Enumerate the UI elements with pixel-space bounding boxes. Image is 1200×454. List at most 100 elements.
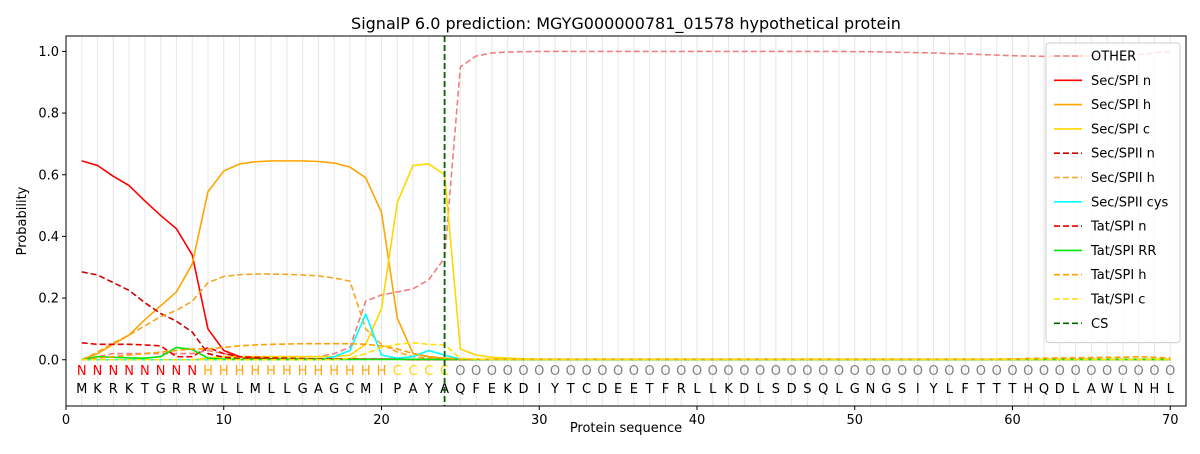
y-axis-label: Probability	[15, 186, 30, 255]
residue-letter: L	[1167, 382, 1175, 397]
region-label: O	[1023, 364, 1033, 379]
region-label: O	[739, 364, 749, 379]
residue-letter: H	[1023, 382, 1033, 397]
region-label: H	[235, 364, 245, 379]
legend-label: Tat/SPI h	[1090, 268, 1147, 283]
region-label: N	[93, 364, 103, 379]
region-label: O	[550, 364, 560, 379]
region-label: O	[613, 364, 623, 379]
x-tick-label: 60	[1004, 413, 1021, 428]
region-label: H	[314, 364, 324, 379]
chart-title: SignalP 6.0 prediction: MGYG000000781_01…	[351, 14, 901, 34]
region-label: O	[818, 364, 828, 379]
residue-letter: Y	[550, 382, 559, 397]
residue-letter: Q	[818, 382, 828, 397]
legend-label: OTHER	[1091, 50, 1136, 65]
residue-letter: W	[202, 382, 215, 397]
residue-letter: T	[645, 382, 654, 397]
region-label: H	[329, 364, 339, 379]
residue-letter: R	[109, 382, 118, 397]
residue-letter: L	[236, 382, 244, 397]
y-tick-label: 0.2	[38, 292, 59, 307]
residue-letter: K	[93, 382, 102, 397]
residue-letter: K	[503, 382, 512, 397]
residue-letter: M	[250, 382, 261, 397]
legend: OTHER Sec/SPI n Sec/SPI h Sec/SPI c Sec/SPII…	[1045, 42, 1181, 344]
residue-letter: D	[739, 382, 749, 397]
x-tick-label: 30	[531, 413, 548, 428]
legend-label: Sec/SPI c	[1091, 122, 1150, 137]
legend-label: Tat/SPI n	[1090, 220, 1147, 235]
region-label: O	[928, 364, 938, 379]
region-label: H	[266, 364, 276, 379]
residue-letter: L	[946, 382, 954, 397]
residue-letter: L	[1072, 382, 1080, 397]
region-label: O	[692, 364, 702, 379]
region-label: O	[1086, 364, 1096, 379]
region-label: O	[1149, 364, 1159, 379]
legend-label: Tat/SPI c	[1090, 293, 1145, 308]
region-label: H	[345, 364, 355, 379]
region-label: N	[156, 364, 166, 379]
residue-letter: T	[976, 382, 985, 397]
residue-letter: G	[881, 382, 891, 397]
residue-letter: C	[345, 382, 354, 397]
region-label: O	[944, 364, 954, 379]
region-label: O	[1165, 364, 1175, 379]
legend-label: CS	[1091, 317, 1108, 332]
region-label: O	[802, 364, 812, 379]
region-label: C	[393, 364, 402, 379]
residue-letter: L	[756, 382, 764, 397]
residue-letter: F	[662, 382, 669, 397]
region-label: O	[518, 364, 528, 379]
residue-letter: L	[283, 382, 291, 397]
legend-label: Sec/SPII cys	[1091, 195, 1169, 210]
residue-letter: Q	[455, 382, 465, 397]
residue-letter: D	[787, 382, 797, 397]
region-label: O	[629, 364, 639, 379]
residue-letter: N	[866, 382, 876, 397]
region-label: H	[377, 364, 387, 379]
region-label: O	[1102, 364, 1112, 379]
residue-letter: S	[898, 382, 906, 397]
residue-letter: L	[709, 382, 717, 397]
region-label: O	[676, 364, 686, 379]
legend-label: Sec/SPI h	[1091, 98, 1151, 113]
region-label: H	[298, 364, 308, 379]
residue-letter: D	[1055, 382, 1065, 397]
region-label: O	[534, 364, 544, 379]
legend-box	[1045, 42, 1181, 344]
residue-letter: M	[76, 382, 87, 397]
region-label: N	[140, 364, 150, 379]
residue-letter: A	[1087, 382, 1096, 397]
region-label: N	[187, 364, 197, 379]
residue-letter: H	[1150, 382, 1160, 397]
region-label: O	[645, 364, 655, 379]
region-label: O	[755, 364, 765, 379]
residue-letter: P	[393, 382, 401, 397]
region-label: O	[1118, 364, 1128, 379]
series-line	[81, 341, 1171, 361]
residue-letter: W	[1101, 382, 1114, 397]
region-label: O	[992, 364, 1002, 379]
residue-letter: L	[1119, 382, 1127, 397]
region-label: C	[409, 364, 418, 379]
region-label: N	[124, 364, 134, 379]
region-label: O	[1070, 364, 1080, 379]
residue-letter: G	[298, 382, 308, 397]
region-label: O	[850, 364, 860, 379]
residue-letter: A	[314, 382, 323, 397]
region-label: O	[660, 364, 670, 379]
residue-letter: Q	[1039, 382, 1049, 397]
plot-frame	[65, 35, 1187, 407]
residue-letter: I	[380, 382, 384, 397]
residue-letter: Y	[929, 382, 938, 397]
residue-letter: T	[140, 382, 149, 397]
region-label: O	[787, 364, 797, 379]
region-label: H	[282, 364, 292, 379]
residue-letter: K	[125, 382, 134, 397]
region-label: O	[834, 364, 844, 379]
x-tick-label: 50	[846, 413, 863, 428]
region-label: O	[455, 364, 465, 379]
